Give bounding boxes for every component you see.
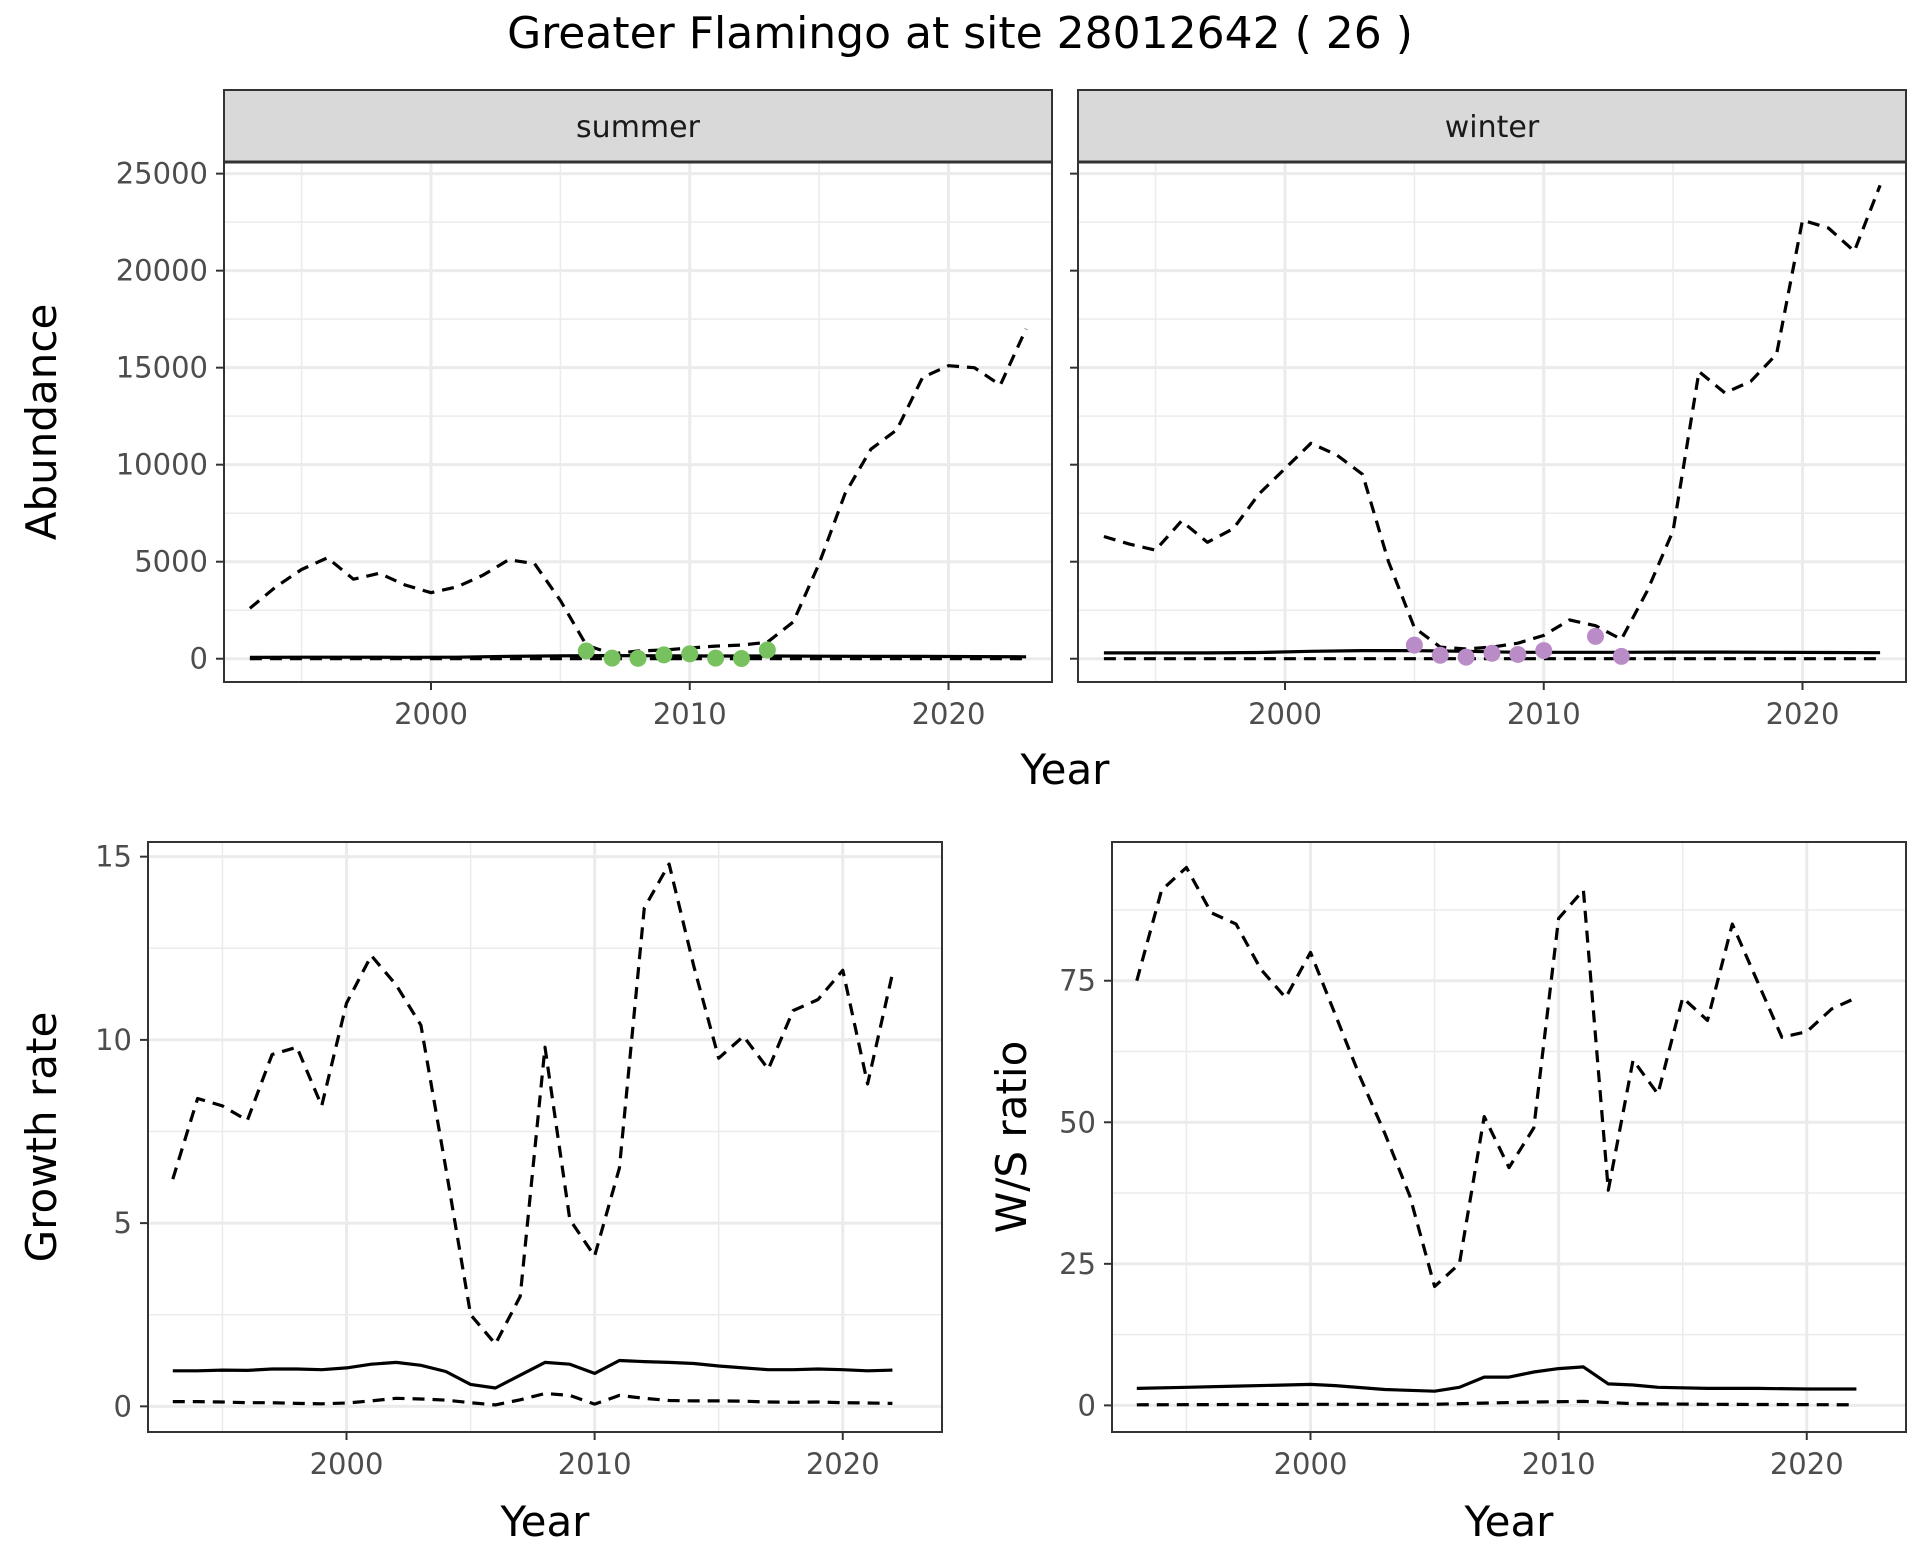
data-point (629, 649, 647, 667)
series-line-dashed-upper (171, 862, 894, 1346)
data-point (655, 646, 673, 664)
data-point (733, 650, 750, 668)
abundance-winter-panel: winter 2000 2010 2020 (1070, 89, 1907, 731)
panel-border (1111, 841, 1907, 1433)
x-tick-label: 2020 (1766, 697, 1840, 731)
panel-border (223, 161, 1053, 683)
x-tick-label: 2000 (394, 697, 468, 731)
data-point (681, 645, 699, 663)
y-tick-label: 5000 (134, 545, 208, 579)
series-line-dashed-upper (1103, 184, 1882, 651)
x-axis-title: Year (500, 1497, 591, 1546)
y-tick-label: 15 (95, 840, 132, 874)
data-point (577, 642, 595, 660)
series-line-dashed-upper (1135, 865, 1858, 1289)
abundance-summer-panel: summer 2000 2010 2020 0 5000 10000 15000 20000 25… (17, 89, 1111, 794)
y-tick-label: 25000 (116, 157, 208, 191)
facet-label-summer: summer (576, 110, 701, 145)
panel-border (1077, 161, 1907, 683)
facet-label-winter: winter (1445, 110, 1540, 145)
data-point (1509, 645, 1527, 663)
x-tick-label: 2010 (558, 1447, 632, 1481)
data-point (1535, 642, 1553, 660)
data-point (1457, 648, 1475, 666)
y-tick-label: 10000 (116, 448, 208, 482)
data-point (603, 649, 621, 667)
x-tick-label: 2000 (310, 1447, 384, 1481)
x-axis-title: Year (1020, 745, 1111, 794)
figure-title: Greater Flamingo at site 28012642 ( 26 ) (507, 8, 1413, 59)
data-point (1612, 647, 1630, 665)
y-tick-label: 0 (114, 1389, 132, 1423)
series-line-solid (172, 1358, 893, 1390)
x-tick-label: 2020 (1770, 1447, 1844, 1481)
x-tick-label: 2010 (653, 697, 727, 731)
ws-ratio-panel: 2000 2010 2020 0 25 50 75 W/S ratio Year (987, 841, 1907, 1546)
series-line-dashed-lower (172, 1391, 893, 1407)
data-point (1405, 636, 1423, 654)
y-tick-label: 0 (190, 642, 208, 676)
x-tick-label: 2020 (806, 1447, 880, 1481)
data-point (707, 649, 725, 667)
x-tick-label: 2010 (1522, 1447, 1596, 1481)
y-axis-title: Abundance (17, 304, 66, 541)
y-axis-title: Growth rate (17, 1012, 66, 1263)
y-tick-label: 5 (114, 1206, 132, 1240)
y-tick-label: 75 (1059, 964, 1096, 998)
y-tick-label: 20000 (116, 254, 208, 288)
y-tick-label: 15000 (116, 351, 208, 385)
x-tick-label: 2000 (1248, 697, 1322, 731)
y-tick-label: 50 (1059, 1105, 1096, 1139)
y-axis-title: W/S ratio (987, 1041, 1036, 1234)
facet-strip (1077, 89, 1907, 163)
x-axis-title: Year (1464, 1497, 1555, 1546)
series-line-dashed-lower (1136, 1399, 1857, 1407)
y-tick-label: 0 (1078, 1388, 1096, 1422)
x-tick-label: 2010 (1507, 697, 1581, 731)
x-tick-label: 2000 (1274, 1447, 1348, 1481)
data-point (1431, 646, 1449, 664)
y-tick-label: 25 (1059, 1247, 1096, 1281)
data-point (1587, 627, 1604, 645)
series-line-solid (1136, 1365, 1857, 1393)
facet-strip (223, 89, 1053, 163)
panel-border (147, 841, 943, 1433)
data-point (1483, 644, 1501, 662)
data-point (758, 641, 776, 659)
y-tick-label: 10 (95, 1023, 132, 1057)
series-line-dashed-upper (248, 328, 1028, 656)
x-tick-label: 2020 (912, 697, 986, 731)
growth-rate-panel: 2000 2010 2020 0 5 10 15 Growth rate Year (17, 840, 943, 1546)
